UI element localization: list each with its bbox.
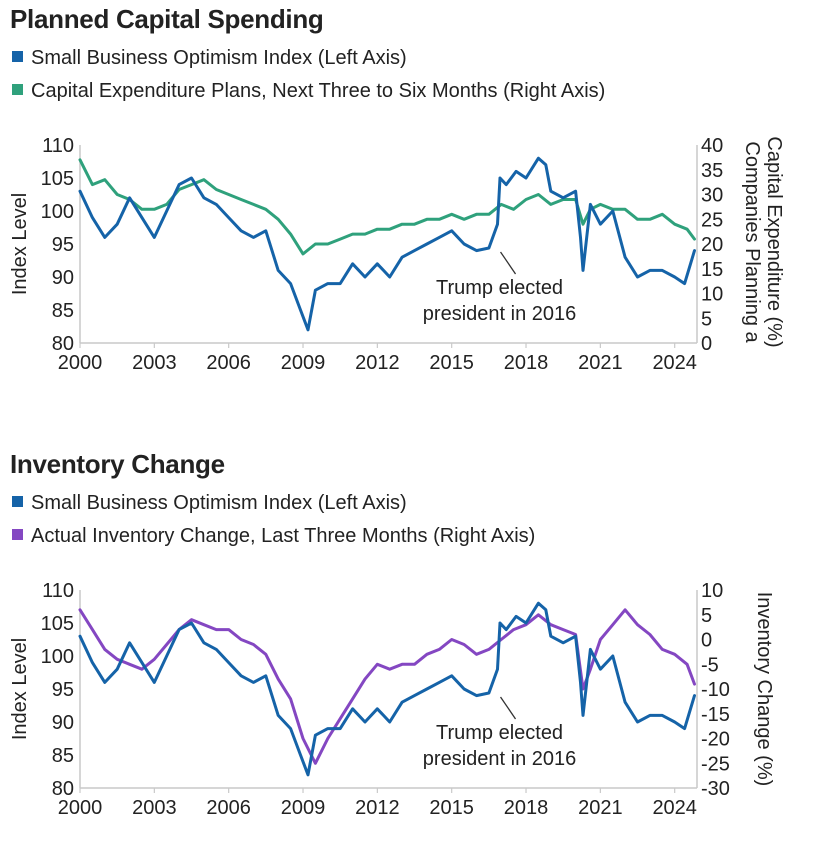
x-tick-label: 2012 [355,352,400,374]
y2-tick-label: -25 [701,753,730,775]
x-tick-label: 2015 [429,797,474,819]
y2-tick-label: 20 [701,234,723,256]
y2-tick-label: 0 [701,333,712,355]
annotation-text: Trump elected [436,722,563,744]
series-line-capital-expenditure-plans [78,158,696,256]
y2-tick-label: 0 [701,630,712,652]
x-tick-label: 2018 [504,797,549,819]
legend-label: Small Business Optimism Index (Left Axis… [31,492,407,514]
y-tick-label: 80 [52,778,74,800]
annotation-text: president in 2016 [423,748,576,770]
legend-swatch-blue [12,496,23,507]
legend-swatch-purple [12,529,23,540]
legend-label: Capital Expenditure Plans, Next Three to… [31,80,606,102]
y2-axis-label: Capital Expenditure (%) [763,136,785,347]
legend-entry-inventory: Actual Inventory Change, Last Three Mont… [12,525,535,548]
legend-entry-optimism: Small Business Optimism Index (Left Axis… [12,47,407,70]
x-tick-label: 2000 [58,797,103,819]
chart-title: Inventory Change [10,449,225,479]
y-tick-label: 110 [42,135,74,157]
legend-entry-optimism: Small Business Optimism Index (Left Axis… [12,492,407,515]
x-tick-label: 2012 [355,797,400,819]
y-axis-label: Index Level [9,193,31,295]
annotation-leader-line [499,251,517,275]
inventory-change-chart: 80 85 90 95 100 105 110 -30 -25-20 -15 -10 -50 5 10 20… [9,580,775,819]
y2-axis-label: Inventory Change (%) [753,592,775,787]
y-tick-label: 95 [52,679,74,701]
x-tick-label: 2021 [578,797,623,819]
y2-tick-label: 40 [701,135,723,157]
legend-entry-capex: Capital Expenditure Plans, Next Three to… [12,80,605,103]
series-line-actual-inventory-change [78,608,696,765]
y-tick-label: 85 [52,300,74,322]
y2-tick-label: -15 [701,704,730,726]
x-tick-label: 2018 [504,352,549,374]
x-tick-label: 2015 [429,352,474,374]
chart-title: Planned Capital Spending [10,4,324,34]
y-tick-label: 110 [42,580,74,602]
y2-tick-label: 10 [701,580,723,602]
series-line-small-business-optimism-index [78,601,696,777]
x-tick-label: 2009 [281,797,326,819]
legend-label: Actual Inventory Change, Last Three Mont… [31,525,536,547]
x-tick-label: 2006 [206,352,251,374]
annotation-leader-line [499,696,517,720]
y2-tick-label: -10 [701,679,730,701]
y-tick-label: 95 [52,234,74,256]
legend-swatch-blue [12,51,23,62]
annotation-text: Trump elected [436,277,563,299]
x-tick-label: 2003 [132,797,177,819]
x-tick-label: 2024 [652,352,697,374]
x-tick-label: 2003 [132,352,177,374]
y-axis-label: Index Level [9,638,31,740]
y2-tick-label: -30 [701,778,730,800]
x-tick-label: 2024 [652,797,697,819]
legend-swatch-green [12,84,23,95]
y-tick-label: 105 [41,168,74,190]
inventory-change-panel: Inventory Change Small Business Optimism… [0,445,820,844]
y2-tick-label: 5 [701,605,712,627]
x-tick-label: 2000 [58,352,103,374]
y-tick-label: 80 [52,333,74,355]
capital-spending-panel: Planned Capital Spending Small Business … [0,0,820,420]
y-tick-label: 90 [52,267,74,289]
y-tick-label: 100 [41,201,74,223]
y2-tick-label: 25 [701,209,723,231]
x-tick-label: 2006 [206,797,251,819]
annotation-text: president in 2016 [423,303,576,325]
y-tick-label: 105 [41,613,74,635]
y-tick-label: 90 [52,712,74,734]
x-tick-label: 2009 [281,352,326,374]
legend-label: Small Business Optimism Index (Left Axis… [31,47,407,69]
y-tick-label: 100 [41,646,74,668]
x-tick-label: 2021 [578,352,623,374]
y2-axis-label: Companies Planning a [741,141,763,343]
series-line-small-business-optimism-index [78,156,696,332]
y2-tick-label: -20 [701,729,730,751]
y2-tick-label: 30 [701,185,723,207]
y2-tick-label: 15 [701,259,723,281]
y2-tick-label: -5 [701,654,719,676]
y-tick-label: 85 [52,745,74,767]
y2-tick-label: 35 [701,160,723,182]
y2-tick-label: 10 [701,284,723,306]
y2-tick-label: 5 [701,308,712,330]
